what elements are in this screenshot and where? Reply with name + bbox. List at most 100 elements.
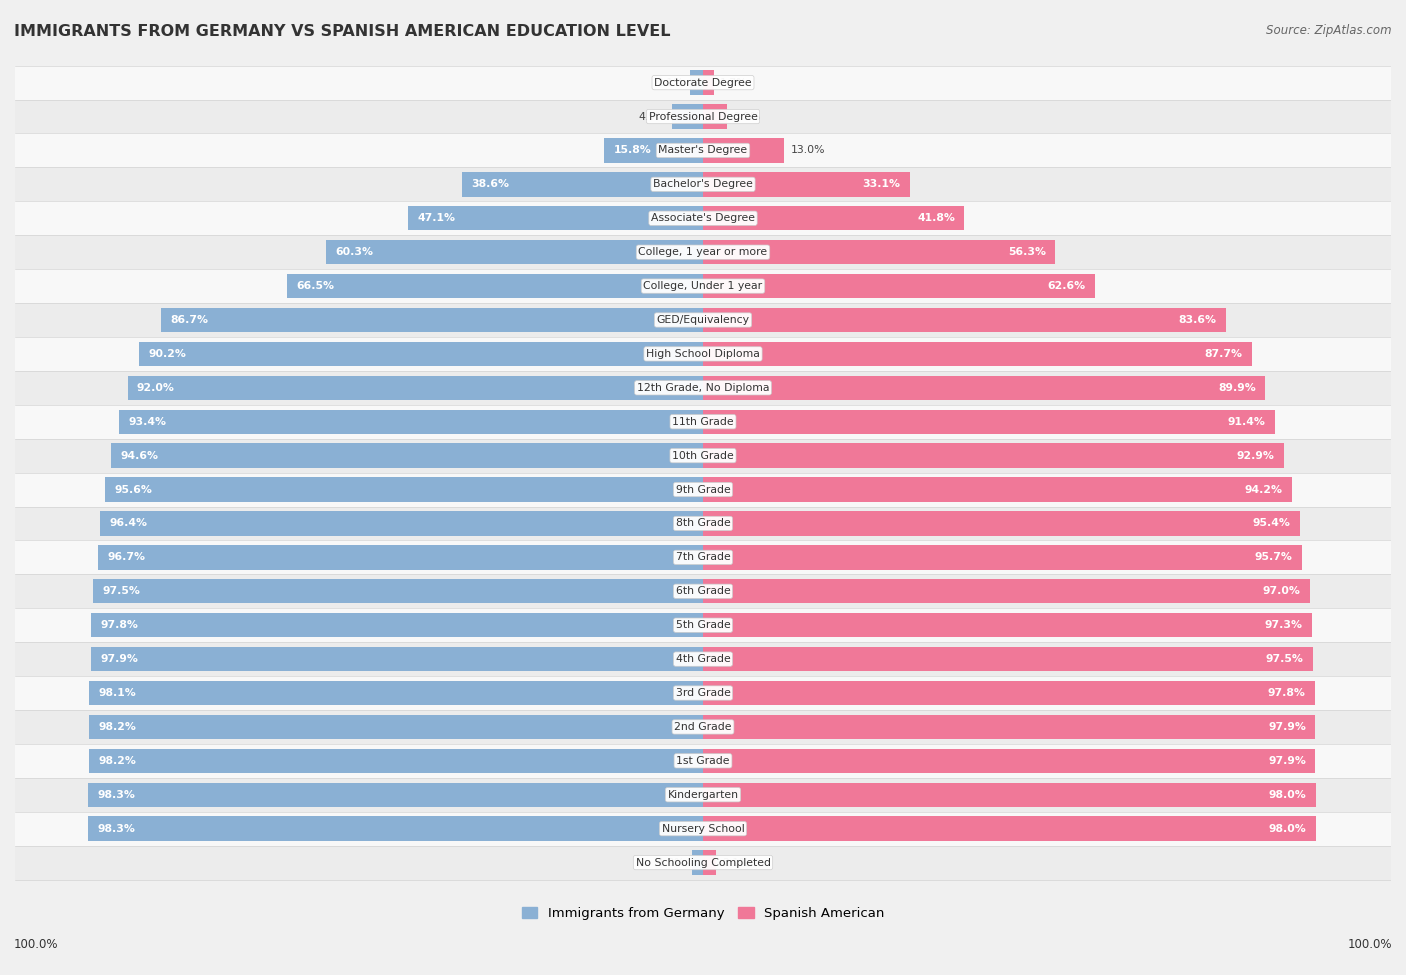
Text: 100.0%: 100.0% xyxy=(14,938,59,951)
Text: 98.2%: 98.2% xyxy=(98,756,136,765)
Text: High School Diploma: High School Diploma xyxy=(647,349,759,359)
Text: 33.1%: 33.1% xyxy=(863,179,901,189)
Bar xyxy=(703,613,1312,638)
Text: 94.2%: 94.2% xyxy=(1244,485,1282,494)
Bar xyxy=(408,206,703,230)
Bar xyxy=(120,410,703,434)
Bar xyxy=(111,444,703,468)
Text: 1st Grade: 1st Grade xyxy=(676,756,730,765)
Bar xyxy=(15,370,1391,405)
Bar xyxy=(15,812,1391,845)
Bar xyxy=(703,173,910,197)
Bar xyxy=(15,608,1391,643)
Text: Nursery School: Nursery School xyxy=(662,824,744,834)
Bar xyxy=(15,405,1391,439)
Text: 4th Grade: 4th Grade xyxy=(676,654,730,664)
Text: 100.0%: 100.0% xyxy=(1347,938,1392,951)
Text: 3.9%: 3.9% xyxy=(734,111,761,122)
Text: 95.6%: 95.6% xyxy=(114,485,152,494)
Text: College, Under 1 year: College, Under 1 year xyxy=(644,281,762,292)
Text: 98.0%: 98.0% xyxy=(1268,824,1306,834)
Bar xyxy=(703,308,1226,332)
Text: Kindergarten: Kindergarten xyxy=(668,790,738,799)
Bar xyxy=(703,274,1094,298)
Bar xyxy=(703,70,714,95)
Bar xyxy=(703,646,1313,672)
Text: 66.5%: 66.5% xyxy=(297,281,335,292)
Bar xyxy=(98,545,703,569)
Text: 98.3%: 98.3% xyxy=(97,824,135,834)
Text: 1.7%: 1.7% xyxy=(720,78,748,88)
Text: 6th Grade: 6th Grade xyxy=(676,586,730,597)
Bar xyxy=(160,308,703,332)
Text: 93.4%: 93.4% xyxy=(128,416,166,427)
Bar xyxy=(703,579,1310,604)
Text: 97.5%: 97.5% xyxy=(1265,654,1303,664)
Bar xyxy=(703,715,1316,739)
Bar xyxy=(93,579,703,604)
Bar xyxy=(15,134,1391,168)
Bar xyxy=(672,104,703,129)
Text: Bachelor's Degree: Bachelor's Degree xyxy=(652,179,754,189)
Bar xyxy=(703,816,1316,840)
Text: 2.1%: 2.1% xyxy=(657,78,683,88)
Text: 86.7%: 86.7% xyxy=(170,315,208,325)
Bar xyxy=(690,70,703,95)
Bar xyxy=(703,341,1251,366)
Text: Associate's Degree: Associate's Degree xyxy=(651,214,755,223)
Text: 96.4%: 96.4% xyxy=(110,519,148,528)
Bar xyxy=(15,235,1391,269)
Text: 8th Grade: 8th Grade xyxy=(676,519,730,528)
Text: 3rd Grade: 3rd Grade xyxy=(675,688,731,698)
Text: 2.1%: 2.1% xyxy=(723,858,749,868)
Bar xyxy=(89,816,703,840)
Text: 1.8%: 1.8% xyxy=(658,858,686,868)
Bar xyxy=(15,710,1391,744)
Text: Source: ZipAtlas.com: Source: ZipAtlas.com xyxy=(1267,24,1392,37)
Bar xyxy=(89,749,703,773)
Bar xyxy=(287,274,703,298)
Text: 97.9%: 97.9% xyxy=(1268,722,1306,732)
Bar xyxy=(703,206,965,230)
Bar xyxy=(89,715,703,739)
Bar xyxy=(15,439,1391,473)
Text: 97.3%: 97.3% xyxy=(1264,620,1302,630)
Bar xyxy=(703,545,1302,569)
Text: 92.9%: 92.9% xyxy=(1237,450,1275,460)
Text: 97.8%: 97.8% xyxy=(1267,688,1305,698)
Text: 11th Grade: 11th Grade xyxy=(672,416,734,427)
Text: 89.9%: 89.9% xyxy=(1218,383,1256,393)
Bar xyxy=(15,778,1391,812)
Bar xyxy=(703,850,716,875)
Bar xyxy=(703,240,1054,264)
Text: 94.6%: 94.6% xyxy=(121,450,159,460)
Bar xyxy=(15,168,1391,201)
Text: 95.4%: 95.4% xyxy=(1253,519,1291,528)
Text: IMMIGRANTS FROM GERMANY VS SPANISH AMERICAN EDUCATION LEVEL: IMMIGRANTS FROM GERMANY VS SPANISH AMERI… xyxy=(14,24,671,39)
Text: GED/Equivalency: GED/Equivalency xyxy=(657,315,749,325)
Text: 97.8%: 97.8% xyxy=(101,620,139,630)
Bar xyxy=(100,511,703,535)
Text: 87.7%: 87.7% xyxy=(1204,349,1241,359)
Bar xyxy=(89,783,703,807)
Bar xyxy=(703,783,1316,807)
Text: 4.9%: 4.9% xyxy=(638,111,666,122)
Text: 98.3%: 98.3% xyxy=(97,790,135,799)
Text: No Schooling Completed: No Schooling Completed xyxy=(636,858,770,868)
Bar xyxy=(15,201,1391,235)
Bar xyxy=(15,744,1391,778)
Bar xyxy=(15,643,1391,676)
Text: 2nd Grade: 2nd Grade xyxy=(675,722,731,732)
Bar xyxy=(90,681,703,705)
Bar xyxy=(15,337,1391,370)
Text: 60.3%: 60.3% xyxy=(335,248,373,257)
Text: 15.8%: 15.8% xyxy=(613,145,651,155)
Bar xyxy=(90,646,703,672)
Bar xyxy=(703,444,1284,468)
Bar xyxy=(15,99,1391,134)
Text: 98.2%: 98.2% xyxy=(98,722,136,732)
Text: 5th Grade: 5th Grade xyxy=(676,620,730,630)
Text: 97.5%: 97.5% xyxy=(103,586,141,597)
Text: 12th Grade, No Diploma: 12th Grade, No Diploma xyxy=(637,383,769,393)
Bar xyxy=(128,375,703,400)
